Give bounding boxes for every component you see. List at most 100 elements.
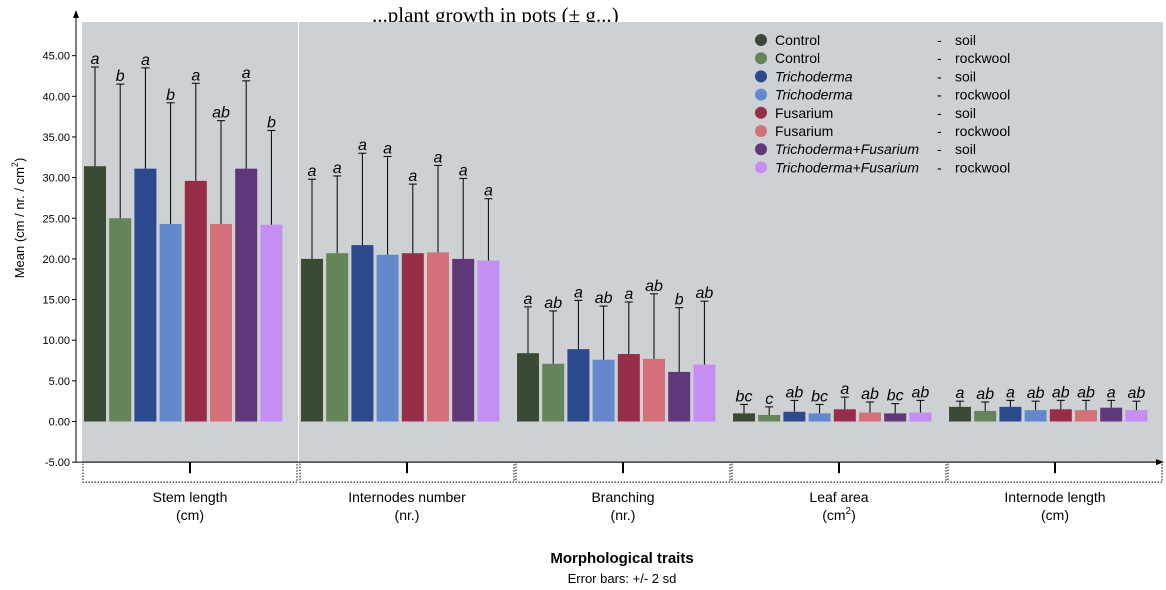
bar [1100, 407, 1123, 422]
significance-letter: ab [595, 290, 613, 307]
significance-letter: a [242, 65, 251, 82]
bar [783, 411, 806, 422]
bar [184, 180, 207, 422]
significance-letter: a [840, 381, 849, 398]
y-tick-label: 25.00 [42, 213, 70, 225]
bar [235, 168, 258, 422]
category-label: Stem length [153, 489, 228, 505]
significance-letter: a [956, 385, 965, 402]
bar [542, 363, 565, 422]
bar [758, 414, 781, 422]
bar [1024, 410, 1047, 422]
bar [210, 223, 232, 422]
bar [668, 371, 691, 422]
legend-substrate: rockwool [955, 50, 1010, 66]
bar [999, 406, 1022, 422]
bar [301, 258, 323, 422]
significance-letter: a [524, 291, 533, 308]
significance-letter: a [1107, 384, 1116, 401]
bar [833, 409, 856, 422]
legend-series-name: Control [775, 50, 820, 66]
legend-separator: - [937, 32, 942, 48]
significance-letter: ab [1128, 385, 1146, 402]
significance-letter: ab [976, 386, 994, 403]
legend-swatch [755, 125, 767, 137]
legend-separator: - [937, 87, 942, 103]
y-tick-label: 0.00 [49, 417, 70, 429]
category-label: Internodes number [348, 489, 466, 505]
significance-letter: a [1006, 384, 1015, 401]
significance-letter: a [141, 52, 150, 69]
significance-letter: a [408, 168, 417, 185]
bar [884, 413, 907, 422]
significance-letter: a [191, 67, 200, 84]
bar [1049, 409, 1072, 422]
category-label: Leaf area [809, 489, 868, 505]
axes-group: -5.00 0.00 5.00 10.00 15.00 20.00 25.00 30.00 35… [42, 10, 1164, 483]
significance-letter: b [267, 114, 276, 131]
bar [808, 413, 831, 422]
y-tick-label: 10.00 [42, 335, 70, 347]
panel-background [731, 22, 947, 463]
significance-letter: a [624, 286, 633, 303]
y-tick-label: 20.00 [42, 254, 70, 266]
legend-series-name: Fusarium [775, 123, 833, 139]
category-label: Branching [591, 489, 654, 505]
bar [376, 254, 399, 422]
legend-series-name: Fusarium [775, 105, 833, 121]
bar [643, 358, 665, 422]
significance-letter: bc [811, 388, 828, 405]
significance-letter: ab [1027, 385, 1045, 402]
bar [1125, 410, 1148, 422]
significance-letter: a [308, 163, 317, 180]
panel-backgrounds [82, 22, 1163, 463]
legend-series-name: Trichoderma+Fusarium [775, 141, 919, 157]
legend-substrate: rockwool [955, 123, 1010, 139]
y-tick-label: 30.00 [42, 173, 70, 185]
bar [859, 412, 881, 422]
legend-substrate: soil [955, 105, 976, 121]
significance-letter: b [166, 87, 175, 104]
category-unit-label: (cm2) [822, 506, 856, 523]
panel-background [947, 22, 1163, 463]
bar [159, 223, 182, 422]
bar [517, 353, 539, 422]
y-tick-label: 5.00 [49, 376, 70, 388]
significance-letter: a [383, 140, 392, 157]
legend-separator: - [937, 159, 942, 175]
category-unit-label: (cm) [1041, 507, 1069, 523]
significance-letter: ab [786, 384, 804, 401]
category-unit-label: (nr.) [395, 507, 420, 523]
legend-separator: - [937, 50, 942, 66]
significance-letter: bc [736, 388, 753, 405]
legend-swatch [755, 106, 767, 119]
significance-letter: ab [696, 285, 714, 302]
axis-labels: Stem length (cm) Internodes number (nr.) Bra… [10, 158, 1106, 586]
y-axis-arrow [73, 10, 79, 18]
legend-swatch [755, 88, 767, 101]
legend-substrate: soil [955, 68, 976, 84]
y-tick-label: 45.00 [42, 51, 70, 63]
legend-swatch [755, 52, 767, 65]
legend-substrate: soil [955, 141, 976, 157]
legend-separator: - [937, 123, 942, 139]
legend-substrate: rockwool [955, 87, 1010, 103]
bar [326, 253, 349, 422]
significance-letter: a [484, 183, 493, 200]
bar [351, 245, 374, 422]
bar [693, 364, 716, 422]
significance-letter: c [765, 391, 773, 408]
significance-letter: a [459, 162, 468, 179]
legend-substrate: rockwool [955, 159, 1010, 175]
significance-letter: a [358, 137, 367, 154]
legend-swatch [755, 70, 767, 83]
bar [260, 224, 283, 422]
bar [427, 252, 449, 422]
bar [84, 166, 106, 422]
y-tick-label: -5.00 [45, 457, 70, 469]
category-unit-label: (cm) [176, 507, 204, 523]
legend-series-name: Trichoderma+Fusarium [775, 159, 919, 175]
